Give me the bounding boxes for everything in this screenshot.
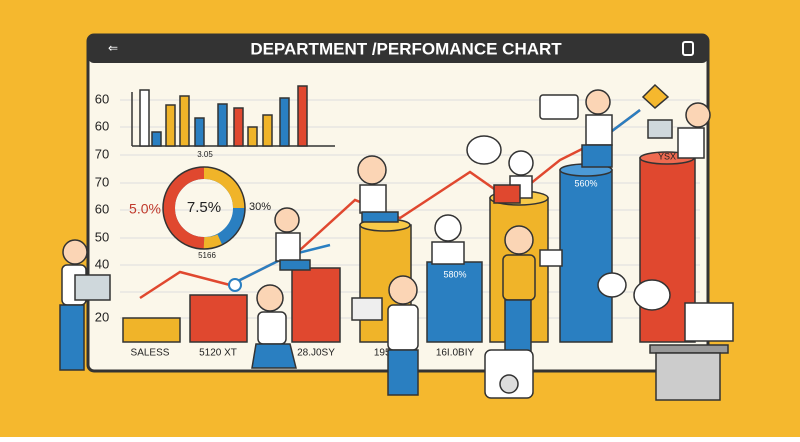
- person: [647, 102, 711, 159]
- person: [357, 155, 399, 223]
- trend-line: [139, 109, 641, 300]
- axis-label: 50: [95, 229, 109, 244]
- title-bar: [88, 35, 708, 63]
- bottom-label: 28.J0SY: [297, 348, 335, 359]
- back-icon[interactable]: ⇐: [108, 41, 118, 55]
- desk-computer: [649, 302, 734, 401]
- bar: [189, 294, 248, 343]
- bottom-label: 5120 XT: [199, 348, 237, 359]
- mini-bar: [151, 131, 162, 147]
- axis-label: 40: [95, 256, 109, 271]
- person: [351, 275, 419, 396]
- person: [581, 89, 613, 168]
- donut-top: 3.05: [197, 150, 213, 159]
- bar: [122, 317, 181, 343]
- person: [59, 239, 111, 371]
- axis-label: 70: [95, 146, 109, 161]
- person: [251, 284, 297, 369]
- mini-bar: [247, 126, 258, 147]
- bar: [559, 169, 613, 343]
- trend-point: [228, 278, 242, 292]
- lock-icon[interactable]: [682, 41, 694, 56]
- bottom-labels: SALESS 5120 XT 28.J0SY 1959 16I.0BIY: [131, 348, 475, 359]
- person: [502, 225, 536, 356]
- mini-bar: [139, 89, 150, 147]
- bottom-label: 16I.0BIY: [436, 348, 475, 359]
- donut-segment: [162, 167, 205, 249]
- bottom-label: 1959: [374, 348, 397, 359]
- mini-bar: [297, 85, 308, 147]
- axis-label: 20: [95, 309, 109, 324]
- mini-bar: [179, 95, 190, 147]
- person: [493, 150, 534, 204]
- person: [274, 207, 311, 271]
- bar: [426, 261, 483, 343]
- donut-outline: [162, 166, 246, 250]
- donut-segment: [203, 234, 223, 250]
- bar-label: 580%: [443, 269, 466, 279]
- mini-bar: [233, 107, 244, 147]
- mini-bar: [165, 104, 176, 147]
- donut-left: 5.0%: [129, 201, 161, 217]
- mini-bar: [194, 117, 205, 147]
- bar: [291, 267, 341, 343]
- bar-label: YSX: [658, 151, 676, 161]
- mini-chart: [131, 85, 335, 147]
- mini-bar: [217, 103, 228, 147]
- donut-right: 30%: [249, 201, 271, 213]
- donut-center: 7.5%: [187, 199, 221, 216]
- chart-title: DEPARTMENT /PERFOMANCE CHART: [250, 39, 562, 58]
- donut-bottom: 5166: [198, 251, 216, 260]
- bottom-label: SALESS: [131, 348, 170, 359]
- mini-bar: [279, 97, 290, 147]
- speech-bubbles: [466, 83, 671, 311]
- donut: [162, 166, 246, 250]
- person: [431, 214, 465, 265]
- axis-label: 60: [95, 118, 109, 133]
- axis-label: 70: [95, 174, 109, 189]
- mini-bar: [262, 114, 273, 147]
- people: [59, 83, 734, 401]
- axis-label: 60: [95, 91, 109, 106]
- axis-label: 60: [95, 201, 109, 216]
- donut-segment: [203, 167, 245, 209]
- bar-label: 560%: [574, 178, 597, 188]
- robot: [484, 349, 534, 399]
